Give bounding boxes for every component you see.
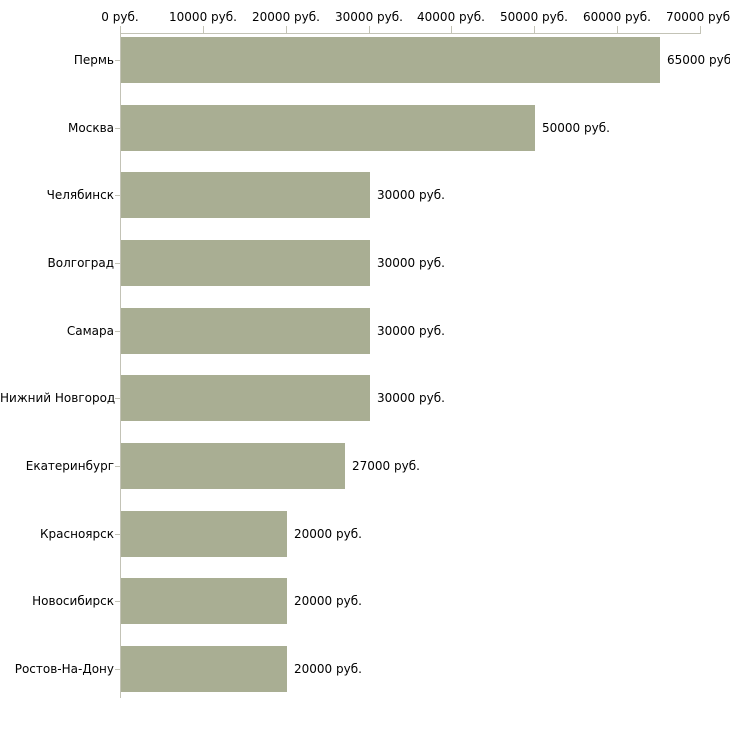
category-label: Новосибирск	[32, 594, 114, 608]
bar	[121, 105, 535, 151]
x-axis-tick-label: 20000 руб.	[252, 10, 320, 24]
y-axis-tick	[115, 195, 120, 196]
y-axis-tick	[115, 398, 120, 399]
bar	[121, 375, 370, 421]
bar	[121, 240, 370, 286]
x-axis-tick	[700, 26, 701, 33]
category-label: Екатеринбург	[25, 459, 114, 473]
value-label: 30000 руб.	[377, 391, 445, 405]
x-axis-tick-label: 10000 руб.	[169, 10, 237, 24]
x-axis-tick-label: 40000 руб.	[417, 10, 485, 24]
x-axis-tick-label: 50000 руб.	[500, 10, 568, 24]
value-label: 20000 руб.	[294, 662, 362, 676]
y-axis-tick	[115, 601, 120, 602]
bar	[121, 578, 287, 624]
category-label: Красноярск	[40, 527, 114, 541]
category-label: Волгоград	[47, 256, 114, 270]
category-label: Ростов-На-Дону	[14, 662, 114, 676]
bar	[121, 37, 660, 83]
value-label: 20000 руб.	[294, 594, 362, 608]
category-label: Нижний Новгород	[0, 391, 116, 405]
bar	[121, 308, 370, 354]
bar	[121, 511, 287, 557]
category-label: Москва	[68, 121, 114, 135]
value-label: 20000 руб.	[294, 527, 362, 541]
value-label: 27000 руб.	[352, 459, 420, 473]
y-axis-tick	[115, 263, 120, 264]
bar	[121, 443, 345, 489]
y-axis-tick	[115, 534, 120, 535]
value-label: 30000 руб.	[377, 324, 445, 338]
category-label: Челябинск	[46, 188, 114, 202]
value-label: 65000 руб.	[667, 53, 730, 67]
value-label: 30000 руб.	[377, 188, 445, 202]
x-axis-tick	[120, 26, 121, 33]
x-axis-tick	[534, 26, 535, 33]
category-label: Самара	[66, 324, 114, 338]
y-axis-tick	[115, 331, 120, 332]
bar	[121, 172, 370, 218]
y-axis-tick	[115, 128, 120, 129]
x-axis-tick-label: 70000 руб.	[666, 10, 730, 24]
value-label: 50000 руб.	[542, 121, 610, 135]
y-axis-tick	[115, 466, 120, 467]
x-axis-tick-label: 30000 руб.	[335, 10, 403, 24]
x-axis-tick	[286, 26, 287, 33]
x-axis-tick	[617, 26, 618, 33]
x-axis-tick	[203, 26, 204, 33]
x-axis-line	[120, 33, 701, 34]
y-axis-line	[120, 33, 121, 698]
x-axis-tick-label: 60000 руб.	[583, 10, 651, 24]
value-label: 30000 руб.	[377, 256, 445, 270]
bar	[121, 646, 287, 692]
x-axis-tick-label: 0 руб.	[101, 10, 139, 24]
category-label: Пермь	[73, 53, 114, 67]
x-axis-tick	[451, 26, 452, 33]
y-axis-tick	[115, 669, 120, 670]
y-axis-tick	[115, 60, 120, 61]
x-axis-tick	[369, 26, 370, 33]
